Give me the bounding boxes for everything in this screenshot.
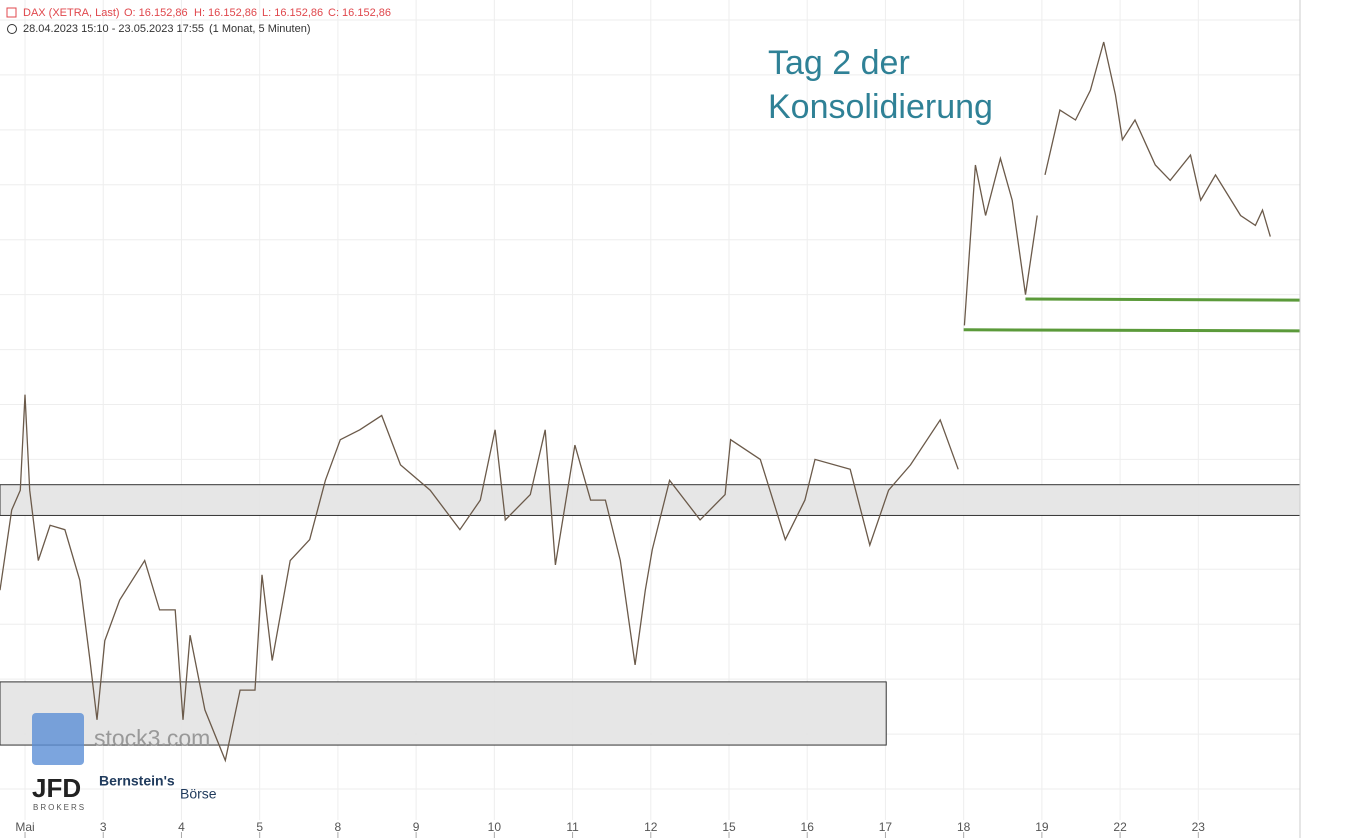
- logo-box: [32, 713, 84, 765]
- x-tick-label: Mai: [15, 820, 34, 834]
- support-line: [1025, 297, 1301, 302]
- interval: (1 Monat, 5 Minuten): [209, 23, 311, 35]
- zone: [0, 681, 887, 746]
- x-tick-label: 11: [566, 820, 579, 834]
- x-tick-label: 12: [644, 820, 658, 834]
- plot: [0, 0, 1301, 820]
- x-tick-label: 10: [488, 820, 502, 834]
- x-tick-label: 23: [1192, 820, 1206, 834]
- header: DAX (XETRA, Last) O: 16.152,86 H: 16.152…: [6, 7, 391, 35]
- zone: [0, 484, 1301, 516]
- icon: [6, 7, 17, 18]
- x-tick-label: 4: [178, 820, 185, 834]
- low: L: 16.152,86: [262, 7, 323, 19]
- x-tick-label: 18: [957, 820, 971, 834]
- x-tick-label: 5: [256, 820, 263, 834]
- icon: [7, 24, 17, 34]
- logo-text: Börse: [180, 786, 217, 802]
- period: 28.04.2023 15:10 - 23.05.2023 17:55: [23, 23, 204, 35]
- axis-panel: [1300, 0, 1371, 838]
- support-line: [963, 328, 1301, 333]
- x-tick-label: 8: [335, 820, 342, 834]
- price-line: [0, 41, 1271, 763]
- logo-text: stock3.com: [94, 725, 210, 751]
- x-tick-label: 16: [801, 820, 815, 834]
- instrument: DAX (XETRA, Last): [23, 7, 120, 19]
- x-tick-label: 3: [100, 820, 107, 834]
- logos: stock3.com JFD BROKERS Bernstein's Börse: [32, 713, 217, 812]
- close: C: 16.152,86: [328, 7, 391, 19]
- x-tick-label: 9: [413, 820, 420, 834]
- logo-text: Bernstein's: [99, 773, 175, 789]
- annotation: Tag 2 der: [768, 44, 910, 82]
- x-tick-label: 15: [722, 820, 736, 834]
- x-tick-label: 17: [879, 820, 893, 834]
- high: H: 16.152,86: [194, 7, 257, 19]
- x-tick-label: 19: [1035, 820, 1049, 834]
- logo-text: JFD: [32, 773, 81, 803]
- x-tick-label: 22: [1113, 820, 1127, 834]
- logo-text: BROKERS: [33, 803, 86, 812]
- annotation: Konsolidierung: [768, 88, 993, 126]
- open: O: 16.152,86: [124, 7, 188, 19]
